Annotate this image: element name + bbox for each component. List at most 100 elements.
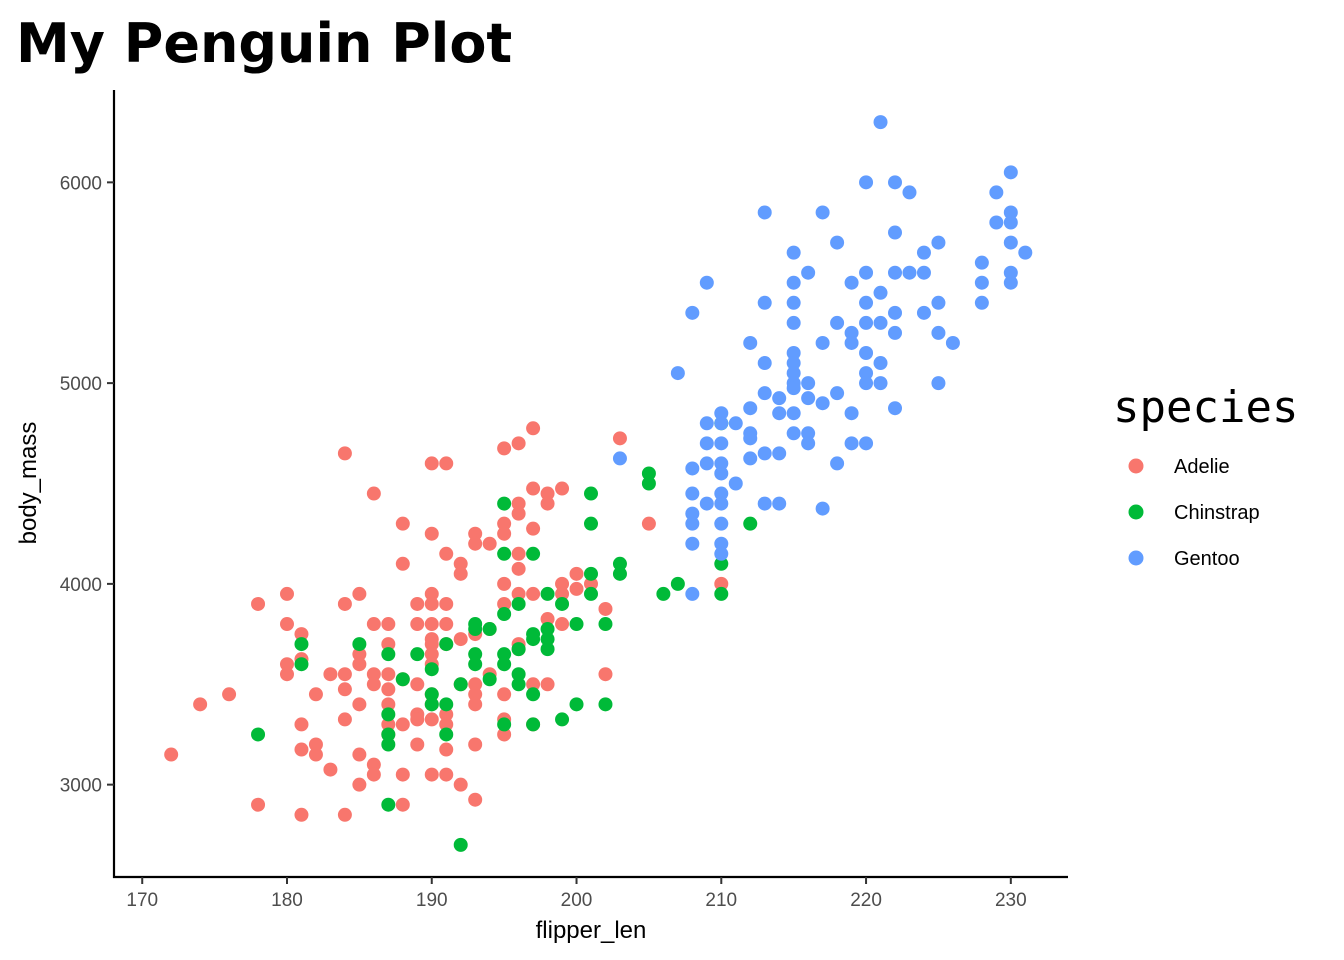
data-point-chinstrap — [468, 622, 483, 637]
data-point-adelie — [526, 521, 541, 536]
data-point-gentoo — [714, 546, 729, 561]
data-point-chinstrap — [381, 707, 396, 722]
data-point-gentoo — [714, 486, 729, 501]
data-point-chinstrap — [381, 647, 396, 662]
data-point-adelie — [526, 677, 541, 692]
data-point-gentoo — [728, 476, 743, 491]
data-point-gentoo — [931, 325, 946, 340]
data-point-chinstrap — [294, 637, 309, 652]
data-point-adelie — [366, 767, 381, 782]
data-point-adelie — [352, 647, 367, 662]
x-tick-label: 190 — [416, 890, 448, 911]
data-point-chinstrap — [468, 657, 483, 672]
data-point-adelie — [569, 581, 584, 596]
data-point-gentoo — [786, 366, 801, 381]
data-point-chinstrap — [743, 516, 758, 531]
data-point-adelie — [468, 687, 483, 702]
data-point-adelie — [381, 697, 396, 712]
data-point-adelie — [468, 737, 483, 752]
data-point-chinstrap — [569, 697, 584, 712]
data-point-adelie — [410, 617, 425, 632]
data-point-adelie — [337, 446, 352, 461]
data-point-chinstrap — [584, 516, 598, 531]
data-point-gentoo — [714, 466, 729, 481]
data-point-adelie — [511, 546, 526, 561]
data-point-adelie — [308, 737, 323, 752]
data-point-adelie — [569, 566, 584, 581]
data-point-adelie — [410, 712, 425, 727]
data-point-chinstrap — [497, 496, 512, 511]
data-point-adelie — [511, 436, 526, 451]
data-point-chinstrap — [482, 622, 497, 637]
data-point-gentoo — [859, 295, 874, 310]
data-point-gentoo — [974, 275, 989, 290]
data-point-gentoo — [916, 245, 931, 260]
data-point-gentoo — [714, 406, 729, 421]
data-point-gentoo — [1003, 165, 1018, 180]
data-point-adelie — [395, 717, 410, 732]
data-point-gentoo — [931, 295, 946, 310]
legend: species Adelie Chinstrap Gentoo — [1113, 382, 1298, 570]
data-point-gentoo — [801, 376, 816, 391]
data-point-adelie — [352, 697, 367, 712]
legend-title: species — [1113, 382, 1298, 433]
data-point-chinstrap — [511, 596, 526, 611]
data-point-gentoo — [685, 461, 700, 476]
data-point-gentoo — [989, 185, 1004, 200]
data-point-gentoo — [786, 406, 801, 421]
data-point-chinstrap — [555, 712, 570, 727]
data-point-chinstrap — [424, 697, 439, 712]
data-point-gentoo — [786, 295, 801, 310]
data-point-gentoo — [815, 335, 830, 350]
data-point-gentoo — [815, 205, 830, 220]
data-point-adelie — [555, 576, 570, 591]
data-point-chinstrap — [526, 717, 541, 732]
data-point-gentoo — [714, 436, 729, 451]
data-point-chinstrap — [497, 657, 512, 672]
data-point-adelie — [540, 612, 555, 627]
data-point-adelie — [294, 627, 309, 642]
data-point-gentoo — [612, 451, 627, 466]
data-point-adelie — [279, 667, 294, 682]
data-point-gentoo — [685, 536, 700, 551]
x-tick-label: 230 — [995, 890, 1027, 911]
data-point-adelie — [439, 456, 454, 471]
data-point-gentoo — [772, 496, 787, 511]
data-point-gentoo — [931, 235, 946, 250]
x-axis-title: flipper_len — [536, 917, 647, 944]
data-point-gentoo — [888, 175, 903, 190]
data-point-chinstrap — [526, 546, 541, 561]
data-point-adelie — [511, 496, 526, 511]
data-point-gentoo — [830, 235, 845, 250]
data-point-adelie — [526, 421, 541, 436]
legend-key-chinstrap — [1128, 504, 1144, 520]
data-point-chinstrap — [352, 637, 367, 652]
data-point-chinstrap — [598, 697, 613, 712]
data-point-chinstrap — [670, 576, 685, 591]
data-point-adelie — [453, 566, 468, 581]
data-point-gentoo — [743, 431, 758, 446]
data-point-gentoo — [743, 335, 758, 350]
data-point-gentoo — [699, 496, 714, 511]
data-point-gentoo — [1003, 205, 1018, 220]
data-point-adelie — [439, 596, 454, 611]
data-point-gentoo — [844, 325, 859, 340]
data-point-adelie — [294, 717, 309, 732]
data-point-gentoo — [844, 275, 859, 290]
data-point-adelie — [395, 516, 410, 531]
data-point-gentoo — [830, 386, 845, 401]
data-point-chinstrap — [526, 632, 541, 647]
data-point-adelie — [352, 747, 367, 762]
data-point-adelie — [540, 677, 555, 692]
data-point-gentoo — [757, 295, 772, 310]
data-point-gentoo — [757, 496, 772, 511]
x-tick-label: 200 — [561, 890, 593, 911]
data-point-gentoo — [772, 406, 787, 421]
data-point-gentoo — [873, 376, 888, 391]
data-point-gentoo — [757, 205, 772, 220]
data-point-adelie — [439, 617, 454, 632]
data-point-gentoo — [859, 436, 874, 451]
data-point-chinstrap — [526, 687, 541, 702]
data-point-chinstrap — [497, 647, 512, 662]
